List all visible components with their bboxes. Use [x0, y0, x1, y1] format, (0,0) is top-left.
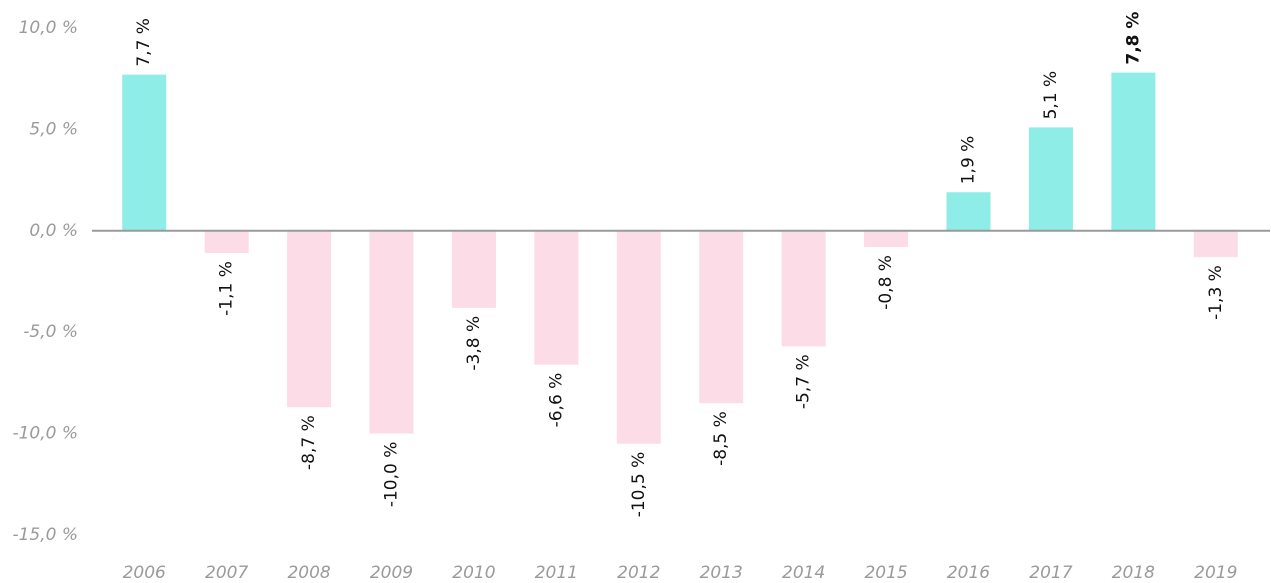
value-label: -10,0 % [382, 442, 402, 508]
bar [287, 230, 332, 408]
x-tick-label: 2012 [617, 563, 660, 583]
bar [616, 230, 661, 444]
y-tick-label: -5,0 % [23, 322, 78, 342]
x-tick-label: 2007 [205, 563, 248, 583]
y-tick-label: 0,0 % [29, 221, 78, 241]
value-label: -1,1 % [217, 261, 237, 316]
value-label: -5,7 % [794, 354, 814, 409]
bar [122, 74, 167, 231]
bar [534, 230, 579, 365]
x-tick-label: 2017 [1029, 563, 1072, 583]
value-label: 7,8 % [1123, 12, 1143, 65]
x-tick-label: 2019 [1194, 563, 1237, 583]
value-label: -6,6 % [546, 373, 566, 428]
bar [864, 230, 909, 248]
value-label: 5,1 % [1041, 71, 1061, 120]
x-tick-label: 2010 [452, 563, 495, 583]
bar [946, 192, 991, 231]
value-label: -10,5 % [629, 452, 649, 518]
x-tick-label: 2018 [1112, 563, 1155, 583]
y-tick-label: 10,0 % [19, 18, 78, 38]
x-tick-label: 2013 [700, 563, 743, 583]
bar [369, 230, 414, 434]
value-label: 7,7 % [134, 18, 154, 67]
bar [1193, 230, 1238, 258]
bar [1111, 72, 1156, 231]
value-label: -1,3 % [1206, 265, 1226, 320]
bar [451, 230, 496, 308]
value-label: -8,7 % [299, 415, 319, 470]
value-label: -8,5 % [711, 411, 731, 466]
x-tick-label: 2015 [864, 563, 907, 583]
y-tick-label: -10,0 % [12, 424, 78, 444]
bar [204, 230, 249, 254]
value-label: -3,8 % [464, 316, 484, 371]
x-tick-label: 2014 [782, 563, 825, 583]
x-tick-label: 2016 [947, 563, 990, 583]
y-tick-label: 5,0 % [29, 119, 78, 139]
value-label: 1,9 % [959, 136, 979, 185]
x-tick-label: 2006 [123, 563, 166, 583]
y-tick-label: -15,0 % [12, 525, 78, 545]
bar [781, 230, 826, 347]
x-tick-label: 2009 [370, 563, 413, 583]
x-tick-label: 2011 [535, 563, 578, 583]
value-label: -0,8 % [876, 255, 896, 310]
x-tick-label: 2008 [287, 563, 330, 583]
bar [1028, 127, 1073, 231]
bar [699, 230, 744, 404]
